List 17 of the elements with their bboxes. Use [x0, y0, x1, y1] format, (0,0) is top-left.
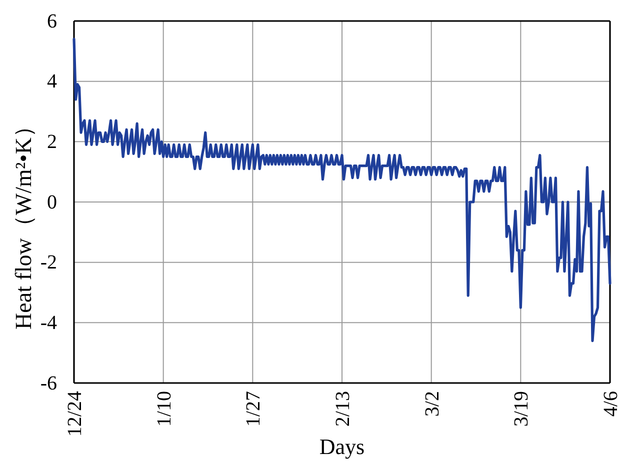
x-tick-label: 3/2 — [421, 391, 444, 417]
y-tick-label: 2 — [47, 131, 57, 154]
x-axis-title: Days — [319, 434, 365, 459]
y-tick-label: -4 — [40, 312, 57, 334]
y-tick-label: -6 — [40, 372, 57, 394]
x-tick-label: 1/10 — [153, 391, 176, 427]
x-tick-label: 2/13 — [332, 391, 354, 427]
y-tick-label: 6 — [47, 10, 57, 32]
y-tick-label: 0 — [47, 191, 57, 214]
x-tick-label: 4/6 — [600, 391, 619, 417]
x-tick-label: 3/19 — [510, 391, 533, 427]
x-tick-label: 12/24 — [64, 391, 86, 437]
y-tick-label: 4 — [47, 70, 57, 93]
y-axis-title: Heat flow（W/m²•K） — [11, 114, 36, 330]
y-tick-label: -2 — [40, 252, 57, 274]
line-series — [72, 38, 612, 342]
x-tick-label: 1/27 — [242, 391, 265, 427]
